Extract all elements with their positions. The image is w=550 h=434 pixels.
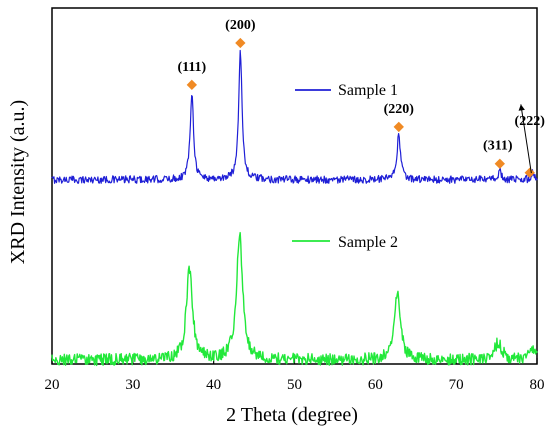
x-tick-label-70: 70: [449, 377, 464, 393]
legend-group: Sample 1 Sample 2: [292, 82, 398, 251]
x-axis-title: 2 Theta (degree): [226, 404, 358, 426]
peak-label-5: (222): [515, 114, 546, 129]
series-group: [51, 49, 538, 367]
series-line-1: [51, 49, 538, 184]
peak-label-4: (311): [483, 139, 513, 154]
peak-marker-5: [524, 167, 535, 178]
y-axis-title: XRD Intensity (a.u.): [7, 100, 29, 264]
legend-sample-2-label: Sample 2: [338, 234, 398, 251]
x-tick-label-20: 20: [45, 377, 60, 393]
peak-222-arrow-line: [520, 104, 532, 174]
markers-group: [186, 37, 535, 178]
peak-label-3: (220): [384, 102, 415, 117]
plot-frame: [51, 7, 538, 365]
x-tick-label-40: 40: [206, 377, 221, 393]
x-tick-label-60: 60: [368, 377, 383, 393]
x-tick-label-50: 50: [287, 377, 302, 393]
labels-group: (111) (200) (220) (311)(222): [177, 18, 546, 174]
peak-label-1: (111): [177, 60, 206, 75]
peak-marker-4: [494, 158, 505, 169]
x-tick-label-80: 80: [530, 377, 545, 393]
peak-label-2: (200): [225, 18, 256, 33]
legend-sample-1-label: Sample 1: [338, 82, 398, 99]
peak-222-arrow-head: [518, 104, 525, 111]
peak-marker-2: [235, 37, 246, 49]
x-tick-label-30: 30: [125, 377, 140, 393]
peak-marker-3: [393, 121, 404, 133]
peak-marker-1: [186, 79, 198, 90]
axes-group: [51, 7, 538, 365]
series-line-2: [51, 231, 538, 367]
